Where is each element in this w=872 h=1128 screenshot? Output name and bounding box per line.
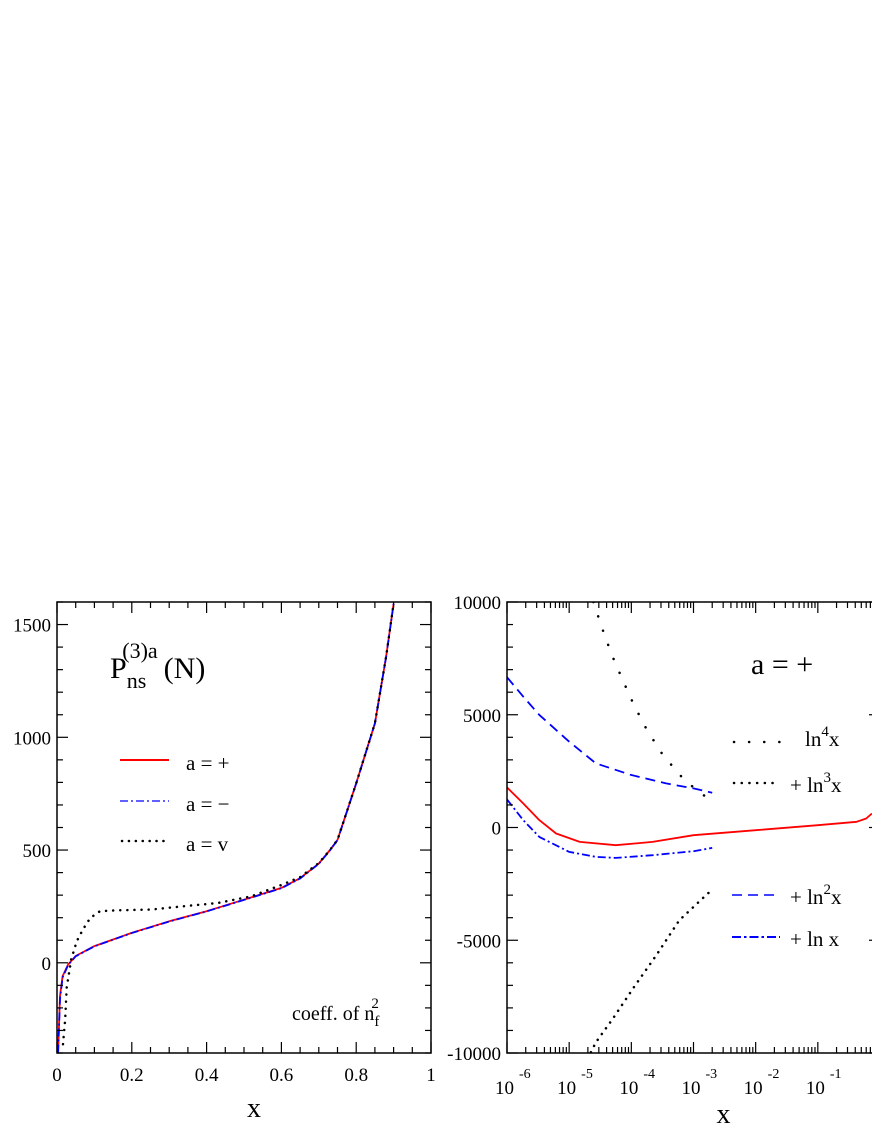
y-tick-label: 1500: [13, 616, 51, 637]
y-tick-label: 500: [23, 841, 52, 862]
y-tick-label: 10000: [454, 593, 502, 614]
y-tick-label: 0: [42, 954, 52, 975]
series-line-1: [589, 888, 714, 1053]
series-line-3: [507, 798, 713, 859]
x-tick-label-exponent: -1: [830, 1067, 842, 1082]
y-tick-label: -10000: [447, 1044, 501, 1065]
x-tick-label-exponent: -4: [643, 1067, 655, 1082]
legend-label-a-plus: a = +: [186, 751, 230, 775]
x-axis-label: x: [717, 1099, 731, 1128]
series-line-0: [57, 603, 395, 1053]
x-tick-label-exponent: -5: [581, 1067, 593, 1082]
y-tick-label: 0: [492, 819, 502, 840]
legend-label-lnx: + ln x: [790, 927, 840, 951]
series-line-1: [57, 603, 395, 1053]
plot-frame: [506, 601, 872, 1054]
x-tick-label: 10: [557, 1078, 576, 1099]
x-tick-label: 10: [682, 1078, 701, 1099]
legend-label-a-minus: a = −: [186, 792, 230, 816]
x-tick-label: 1: [426, 1065, 436, 1086]
series-line-0: [592, 602, 714, 804]
right-legend: ln4x + ln3x + ln2x + ln x: [732, 724, 842, 951]
y-tick-label: 5000: [463, 706, 501, 727]
x-tick-label: 0.6: [270, 1065, 294, 1086]
x-tick-label: 0.2: [120, 1065, 144, 1086]
series-line-2: [507, 676, 713, 794]
x-tick-label: 10: [619, 1078, 638, 1099]
left-chart-title: Pns(3)a(N): [110, 638, 205, 693]
y-tick-label: -5000: [457, 931, 501, 952]
x-tick-label: 0.4: [195, 1065, 219, 1086]
right-chart: -10000-5000050001000010-610-510-410-310-…: [447, 593, 872, 1128]
x-tick-label-exponent: -6: [519, 1067, 531, 1082]
x-tick-label: 0.8: [344, 1065, 368, 1086]
left-chart: 0 500 1000 1500 0 0.2 0.4 0.6 0.8 1 x: [13, 601, 436, 1124]
x-tick-label: 10: [495, 1078, 514, 1099]
x-tick-label: 10: [744, 1078, 763, 1099]
x-axis-label: x: [247, 1093, 261, 1124]
legend-label-ln3: + ln3x: [790, 770, 842, 797]
left-legend: a = + a = − a = v: [120, 751, 230, 856]
x-tick-label-exponent: -3: [706, 1067, 718, 1082]
left-chart-annotation: coeff. of nf2: [292, 996, 379, 1030]
legend-label-ln2: + ln2x: [790, 882, 842, 909]
x-tick-label-exponent: -2: [768, 1067, 780, 1082]
x-tick-label: 0: [52, 1065, 62, 1086]
x-tick-label: 10: [806, 1078, 825, 1099]
legend-label-ln4: ln4x: [805, 724, 840, 751]
right-chart-title: a = +: [751, 648, 813, 681]
legend-label-a-v: a = v: [186, 832, 229, 856]
y-tick-label: 1000: [13, 728, 51, 749]
series-line-4: [507, 786, 872, 847]
